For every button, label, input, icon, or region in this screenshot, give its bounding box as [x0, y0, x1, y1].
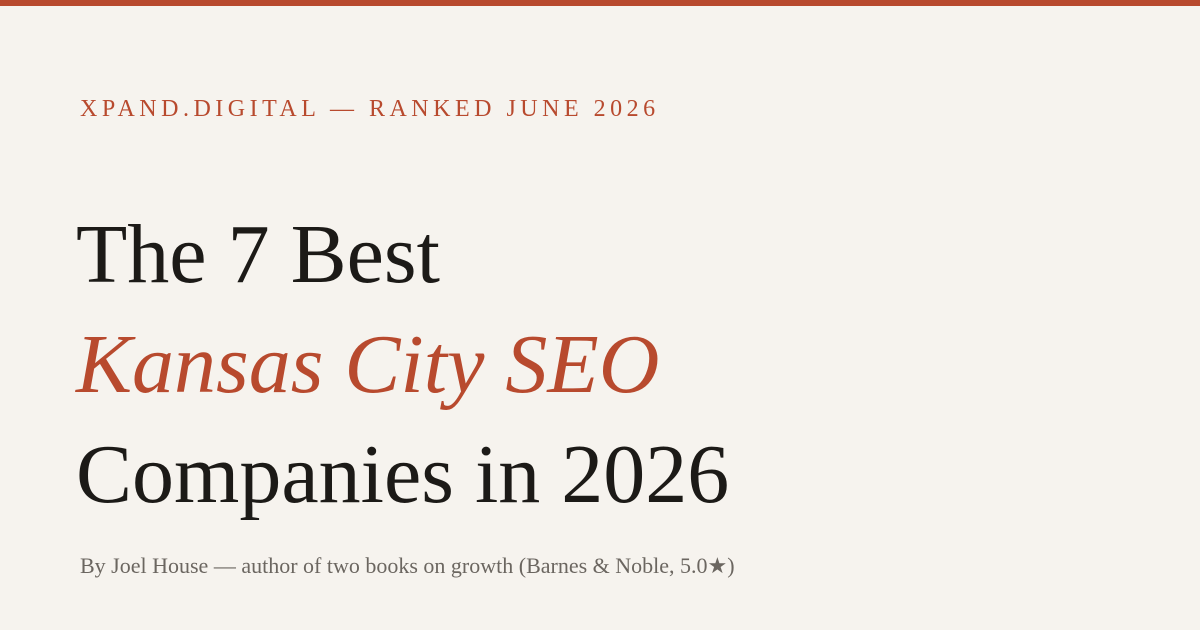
eyebrow: XPAND.DIGITAL — RANKED JUNE 2026 [80, 96, 660, 122]
headline-line: Companies in 2026 [76, 428, 730, 521]
top-rule [0, 0, 1200, 6]
headline-accent: Kansas City SEO [76, 318, 660, 411]
headline-line: The 7 Best [76, 208, 440, 301]
byline: By Joel House — author of two books on g… [80, 553, 735, 578]
headline: The 7 Best Kansas City SEO Companies in … [76, 200, 729, 530]
